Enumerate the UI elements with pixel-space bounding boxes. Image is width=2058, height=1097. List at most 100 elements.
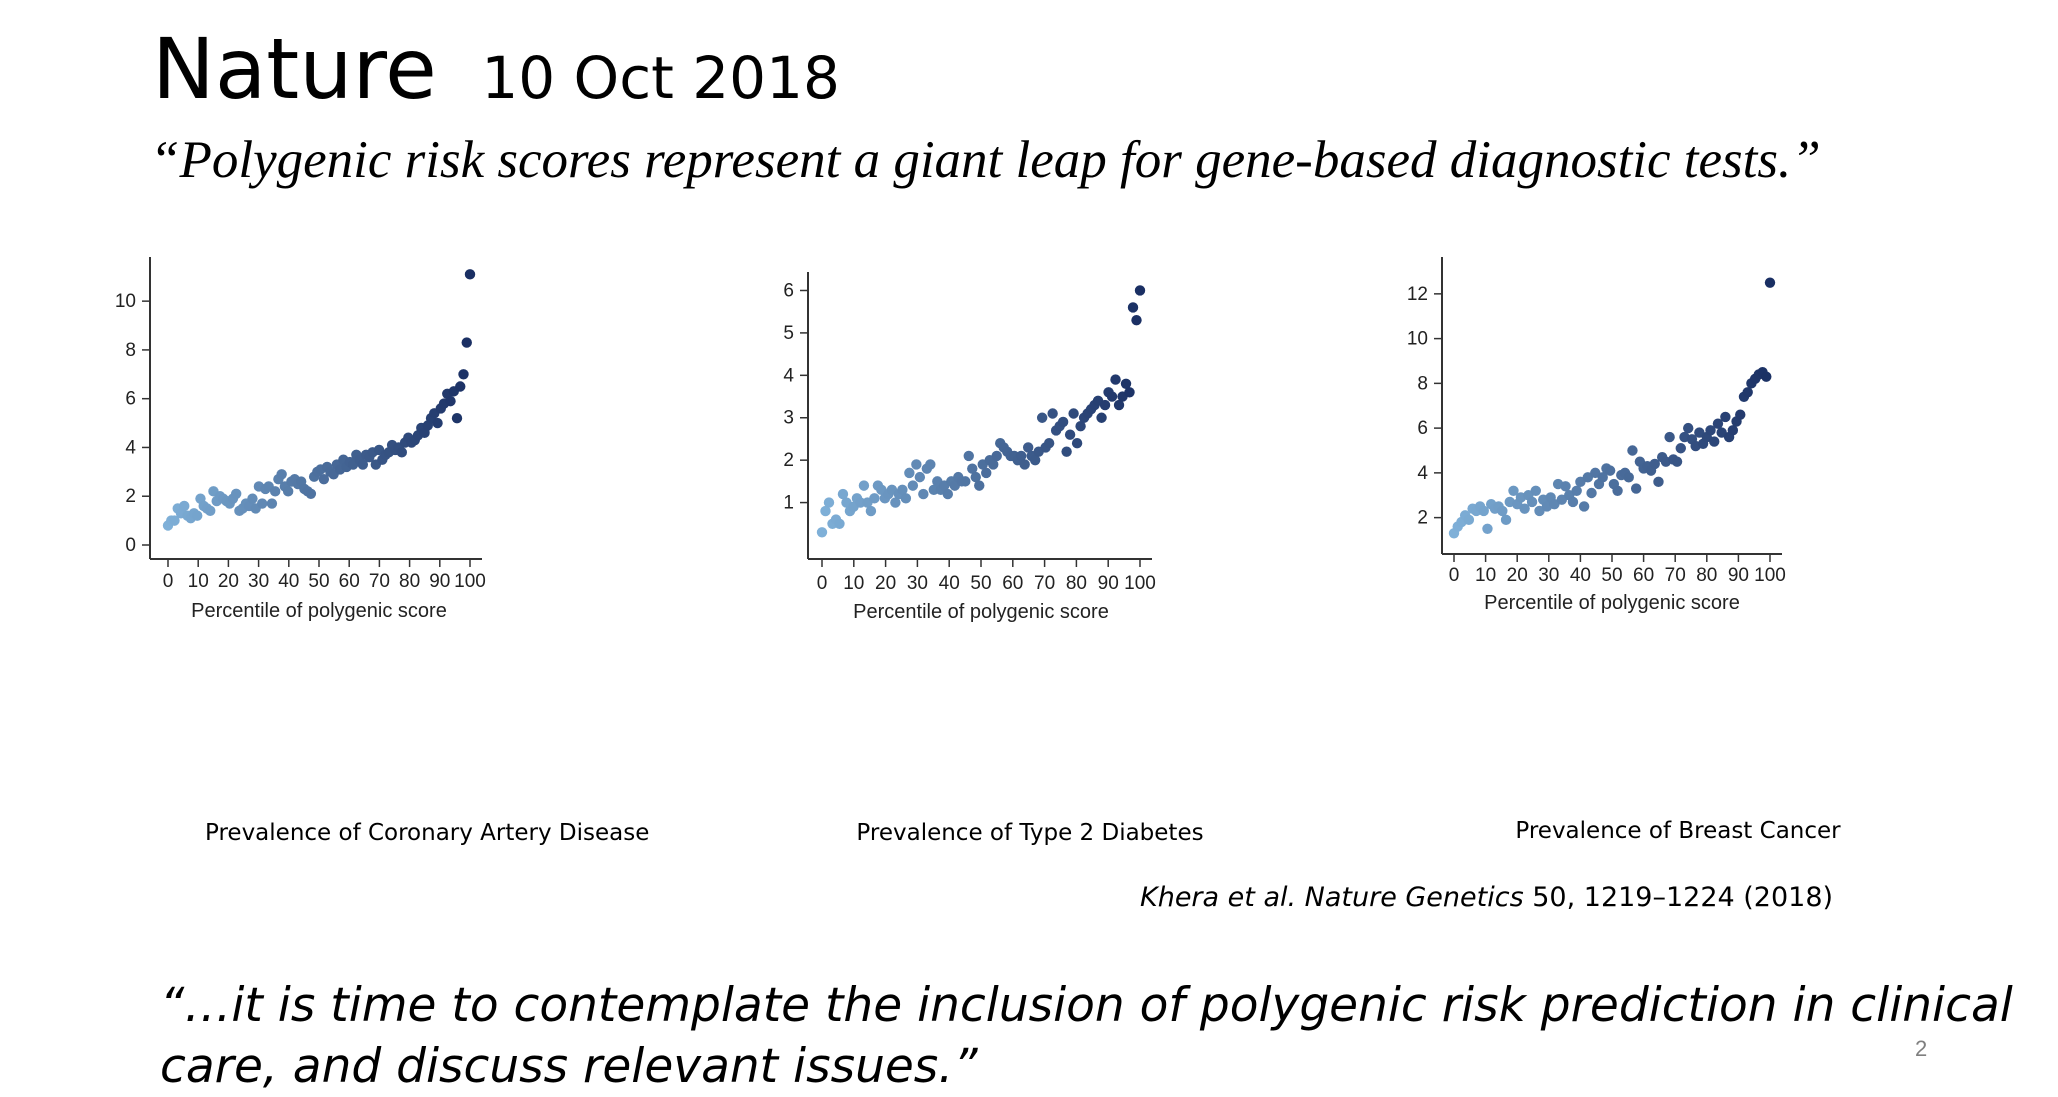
data-point	[1113, 399, 1125, 411]
data-point	[981, 467, 992, 479]
citation-volume: 50, 1219–1224 (2018)	[1523, 882, 1834, 913]
data-point	[432, 417, 443, 429]
data-point	[918, 488, 929, 500]
data-point	[1671, 456, 1683, 467]
data-point	[451, 412, 463, 424]
data-point	[1061, 446, 1072, 457]
data-point	[1110, 374, 1121, 385]
caption-type-2-diabetes: Prevalence of Type 2 Diabetes	[856, 820, 1204, 846]
data-point	[256, 498, 268, 509]
data-point	[1508, 485, 1519, 496]
data-point	[1127, 302, 1139, 313]
data-point	[834, 518, 845, 529]
data-point	[963, 450, 974, 462]
data-point	[911, 459, 922, 470]
x-tick-label: 50	[970, 573, 991, 594]
data-point	[991, 450, 1002, 462]
chart-breast-cancer: 2 4 6 8 10 12 0 10 20 30 40 50 60 70 80 90 100 Percentile…	[1407, 257, 1786, 614]
data-point	[1022, 442, 1034, 453]
data-point	[318, 473, 330, 485]
data-point	[816, 527, 828, 538]
data-point	[1742, 387, 1753, 398]
data-point	[1478, 505, 1489, 517]
data-point	[1664, 431, 1675, 443]
y-tick-label: 12	[1407, 284, 1428, 305]
data-point	[461, 337, 472, 348]
x-tick-label: 0	[817, 573, 828, 594]
x-tick-label: 20	[1507, 565, 1528, 586]
x-tick-label: 50	[1601, 565, 1622, 586]
caption-breast-cancer: Prevalence of Breast Cancer	[1515, 818, 1841, 844]
x-tick-label: 10	[1475, 565, 1496, 586]
data-point	[1057, 416, 1069, 428]
y-tick-label: 0	[125, 535, 136, 556]
data-point	[276, 469, 287, 480]
data-point	[914, 471, 926, 483]
x-tick-label: 40	[939, 573, 960, 594]
data-point	[1068, 408, 1079, 419]
data-point	[192, 510, 203, 521]
data-point	[820, 505, 831, 517]
data-point	[960, 476, 971, 487]
page-number: 2	[1915, 1036, 1928, 1061]
data-point	[823, 497, 835, 508]
x-tick-label: 30	[907, 573, 928, 594]
data-point	[1683, 422, 1694, 434]
x-tick-label: 60	[339, 571, 360, 592]
data-point	[1604, 465, 1616, 476]
data-point	[1712, 418, 1724, 429]
quote-top: “Polygenic risk scores represent a giant…	[150, 131, 1821, 189]
data-point	[1519, 503, 1530, 514]
data-point	[458, 369, 469, 380]
data-point	[1649, 458, 1660, 470]
x-tick-label: 20	[218, 571, 239, 592]
x-tick-label: 20	[875, 573, 896, 594]
data-point	[1064, 429, 1076, 440]
y-tick-label: 6	[1417, 418, 1428, 439]
data-point	[1134, 285, 1146, 296]
data-point	[1675, 443, 1686, 454]
data-point	[1526, 496, 1538, 508]
x-tick-label: 60	[1002, 573, 1023, 594]
data-point	[1043, 437, 1055, 449]
data-point	[1120, 378, 1132, 390]
data-point	[1071, 437, 1083, 449]
data-point	[1727, 425, 1739, 436]
data-point	[1106, 391, 1118, 402]
data-point	[1096, 412, 1107, 423]
y-tick-label: 4	[1417, 463, 1428, 484]
x-tick-label: 80	[399, 571, 420, 592]
data-point	[900, 493, 912, 504]
x-tick-label: 100	[454, 571, 486, 592]
x-tick-label: 30	[1538, 565, 1559, 586]
data-point	[269, 486, 281, 497]
data-point	[974, 480, 985, 491]
x-tick-label: 80	[1696, 565, 1717, 586]
data-point	[230, 488, 242, 499]
data-point	[445, 395, 456, 407]
x-tick-label: 40	[1570, 565, 1591, 586]
x-tick-label: 90	[1728, 565, 1749, 586]
data-point	[858, 480, 870, 491]
data-point	[266, 498, 278, 509]
data-point	[1761, 371, 1772, 382]
y-tick-label: 4	[783, 365, 794, 386]
data-point	[1578, 501, 1590, 512]
y-tick-label: 6	[125, 389, 136, 410]
data-point	[904, 467, 915, 479]
data-point	[282, 486, 294, 497]
data-point	[1630, 483, 1642, 494]
x-tick-label: 0	[163, 571, 174, 592]
data-point	[988, 459, 999, 470]
data-point	[1623, 472, 1634, 483]
x-tick-label: 60	[1633, 565, 1654, 586]
x-tick-label: 90	[429, 571, 450, 592]
data-point	[837, 488, 849, 500]
data-point	[1612, 485, 1623, 496]
data-point	[869, 493, 880, 504]
y-tick-label: 6	[783, 280, 794, 301]
quote-bottom: “…it is time to contemplate the inclusio…	[160, 978, 2013, 1094]
x-tick-label: 90	[1098, 573, 1119, 594]
data-point	[1075, 421, 1086, 432]
data-point	[357, 459, 369, 470]
